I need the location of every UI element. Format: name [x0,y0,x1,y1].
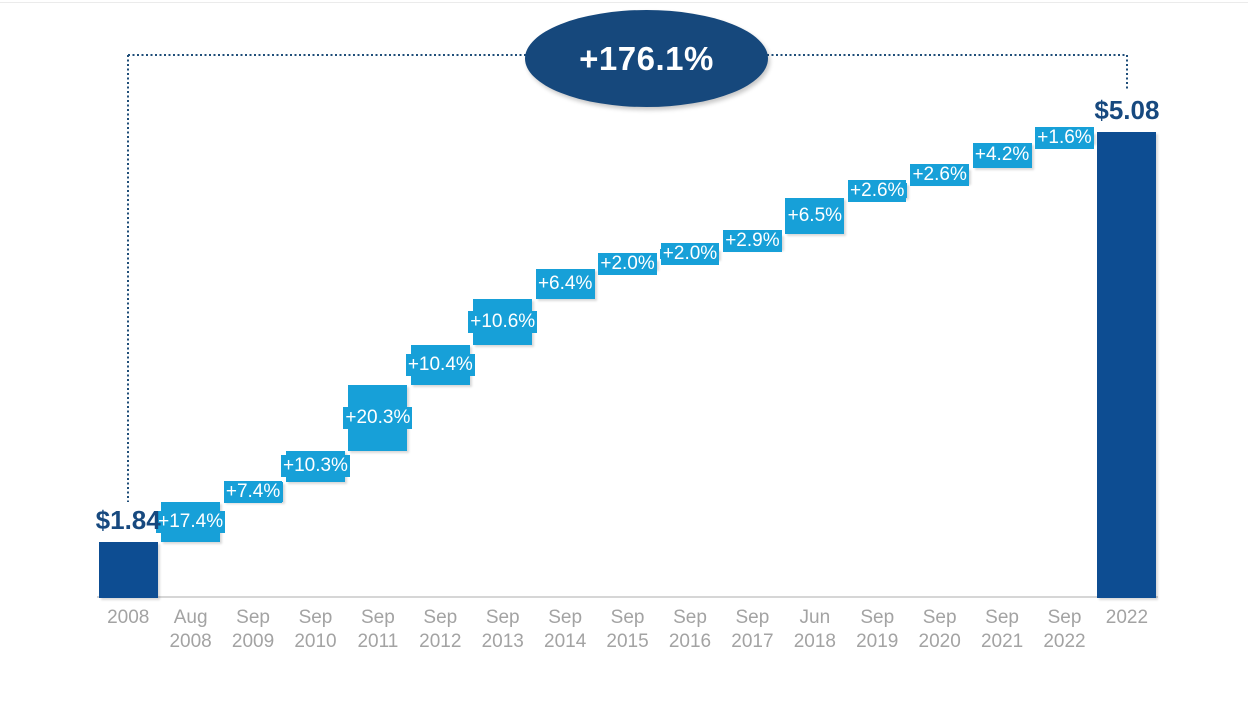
total-change-badge: +176.1% [525,10,768,107]
x-axis-label-line: Sep [985,607,1019,628]
x-axis-label-line: 2022 [1105,607,1149,628]
x-axis-label-line: 2008 [107,607,150,628]
waterfall-bar-step: +2.9% [722,230,782,253]
bar-pct-label: +7.4% [223,480,283,503]
waterfall-bar-step: +2.6% [847,179,907,202]
x-axis-label-line: Sep [360,607,395,628]
x-axis-label-line: 2020 [918,631,961,652]
x-axis-label: 2008 [107,606,149,630]
x-axis-label: Sep 2014 [544,606,586,654]
x-axis-label: Sep 2022 [1043,606,1085,654]
x-axis-label: Jun 2018 [794,606,836,654]
x-axis-label-line: 2016 [668,631,712,652]
waterfall-bar-step: +6.4% [535,269,595,300]
x-axis-label-line: 2015 [606,631,649,652]
bar-value-label: $1.84 [95,505,161,536]
x-axis-label-line: Sep [610,607,645,628]
x-axis-label-line: Sep [673,607,707,628]
x-axis-label-line: 2018 [793,631,836,652]
dotted-connector-left [127,55,130,503]
waterfall-bar-step: +1.6% [1035,126,1094,149]
x-axis-label-line: Sep [922,607,957,628]
x-axis-label-line: Sep [548,607,583,628]
x-axis-label: Sep 2013 [482,606,524,654]
x-axis-label: Sep 2010 [294,606,336,654]
x-axis-label-line: 2008 [169,631,212,652]
x-axis-label: Sep 2009 [232,606,274,654]
x-axis-label-line: 2010 [294,631,337,652]
waterfall-bar-step: +17.4% [156,501,226,543]
x-axis-label-line: Sep [1047,607,1082,628]
waterfall-bar-step: +7.4% [223,480,283,503]
x-axis-label-line: Sep [860,607,895,628]
bar-pct-label: +10.4% [405,354,475,377]
x-axis-label-line: Sep [298,607,333,628]
x-axis-label: Sep 2015 [606,606,648,654]
waterfall-bar-step: +4.2% [972,142,1032,168]
x-axis-label-line: 2011 [357,631,399,652]
x-axis-label-line: 2019 [856,631,899,652]
dotted-connector-right [1125,55,1128,91]
x-axis-label-line: Jun [799,607,831,628]
waterfall-bar-step: +2.6% [910,164,970,187]
bar-pct-label: +10.6% [468,311,538,334]
bar-pct-label: +1.6% [1035,126,1094,149]
waterfall-bar-step: +10.3% [280,451,350,482]
x-axis-label-line: Sep [236,607,270,628]
bar-pct-label: +6.4% [535,273,595,296]
waterfall-bar-step: +20.3% [343,385,413,452]
x-axis-label: Aug 2008 [169,606,211,654]
bar-pct-label: +20.3% [343,407,413,430]
bar-pct-label: +2.0% [660,242,720,265]
total-change-label: +176.1% [579,39,714,77]
top-divider [0,2,1248,3]
x-axis-label: Sep 2012 [419,606,461,654]
bar-pct-label: +10.3% [280,455,350,478]
x-axis-label-line: 2022 [1043,631,1086,652]
x-axis-label-line: Sep [423,607,458,628]
x-axis-label: 2022 [1106,606,1148,630]
bar-value-label: $5.08 [1094,95,1160,126]
x-axis-label-line: 2014 [544,631,587,652]
bar-pct-label: +2.9% [723,230,782,253]
bar-pct-label: +2.6% [848,179,907,202]
bar-pct-label: +4.2% [972,144,1032,167]
waterfall-bar-step: +6.5% [785,198,845,234]
x-axis-label: Sep 2021 [981,606,1023,654]
waterfall-bar-end [1097,132,1157,598]
x-axis-label: Sep 2017 [731,606,773,654]
x-axis-label-line: 2012 [419,631,462,652]
waterfall-bar-start [98,542,158,598]
x-axis-label-line: Aug [173,607,208,628]
bar-pct-label: +2.0% [598,253,657,276]
waterfall-bar-step: +2.0% [598,253,658,276]
x-axis-label-line: 2021 [980,631,1024,652]
waterfall-bar-step: +2.0% [660,242,720,265]
bar-pct-label: +2.6% [910,164,969,187]
x-axis-label-line: 2017 [731,631,774,652]
bar-pct-label: +17.4% [156,511,226,534]
x-axis-label-line: Sep [485,607,520,628]
x-axis-label: Sep 2016 [669,606,711,654]
x-axis-label-line: 2009 [231,631,275,652]
x-axis-line [97,596,1158,598]
x-axis-label: Sep 2011 [357,606,398,654]
bar-pct-label: +6.5% [785,204,845,227]
x-axis-label-line: 2013 [481,631,524,652]
x-axis-label-line: Sep [735,607,770,628]
x-axis-label: Sep 2019 [856,606,898,654]
waterfall-bar-step: +10.6% [468,299,538,345]
x-axis-label: Sep 2020 [919,606,961,654]
waterfall-bar-step: +10.4% [405,345,475,386]
